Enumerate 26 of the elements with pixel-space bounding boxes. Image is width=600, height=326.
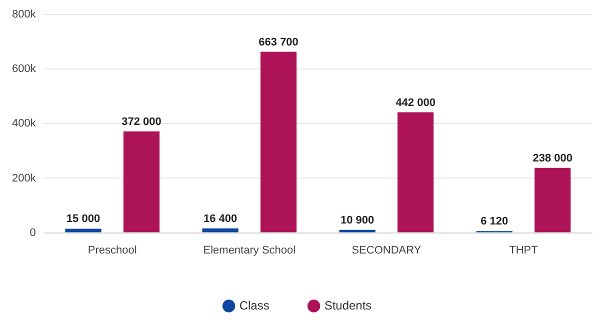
x-tick-label: Elementary School <box>203 244 296 256</box>
bar <box>65 228 102 232</box>
bar <box>202 228 238 232</box>
bar <box>260 52 297 232</box>
bar <box>123 131 160 232</box>
data-label: 16 400 <box>203 212 238 225</box>
bar <box>398 112 434 232</box>
y-tick-label: 200k <box>12 172 36 184</box>
data-label: 442 000 <box>396 96 436 109</box>
y-tick-label: 400k <box>12 118 36 130</box>
data-label: 372 000 <box>122 116 162 128</box>
x-tick-label: SECONDARY <box>352 244 422 256</box>
data-label: 663 700 <box>258 36 298 48</box>
y-tick-label: 800k <box>12 8 36 21</box>
data-label: 6 120 <box>480 216 508 228</box>
data-label: 10 900 <box>340 214 374 226</box>
legend-label: Class <box>239 298 270 312</box>
bar <box>339 230 376 232</box>
y-tick-label: 600k <box>12 63 36 76</box>
y-tick-label: 0 <box>30 226 36 239</box>
data-label: 238 000 <box>532 152 572 164</box>
data-label: 15 000 <box>66 213 100 226</box>
x-tick-label: THPT <box>509 244 538 256</box>
legend-label: Students <box>324 298 372 312</box>
x-tick-label: Preschool <box>88 244 137 256</box>
bar <box>534 168 571 232</box>
